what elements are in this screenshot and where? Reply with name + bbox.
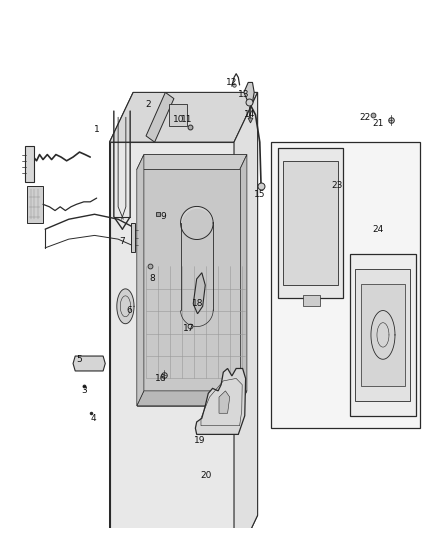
Polygon shape xyxy=(244,83,254,102)
Polygon shape xyxy=(195,368,246,434)
Polygon shape xyxy=(137,155,144,406)
Polygon shape xyxy=(360,284,405,386)
Text: 22: 22 xyxy=(359,113,371,122)
Text: 19: 19 xyxy=(194,436,205,445)
Polygon shape xyxy=(110,92,258,142)
Text: 18: 18 xyxy=(192,300,203,308)
FancyBboxPatch shape xyxy=(25,146,35,182)
Polygon shape xyxy=(193,273,205,314)
Polygon shape xyxy=(146,92,174,142)
Polygon shape xyxy=(110,92,133,533)
Polygon shape xyxy=(278,148,343,297)
Text: 9: 9 xyxy=(160,212,166,221)
Text: 15: 15 xyxy=(254,190,265,199)
Text: 7: 7 xyxy=(120,237,125,246)
Text: 3: 3 xyxy=(81,386,87,395)
Text: 24: 24 xyxy=(372,225,383,233)
Polygon shape xyxy=(356,269,410,401)
Polygon shape xyxy=(240,155,247,406)
Polygon shape xyxy=(271,142,420,428)
Text: 6: 6 xyxy=(126,305,132,314)
Text: 8: 8 xyxy=(150,274,155,284)
Polygon shape xyxy=(137,155,247,169)
Text: 16: 16 xyxy=(155,374,167,383)
Polygon shape xyxy=(283,161,338,285)
FancyBboxPatch shape xyxy=(169,103,187,126)
Text: 2: 2 xyxy=(145,100,151,109)
Text: 10: 10 xyxy=(173,115,184,124)
Text: 14: 14 xyxy=(244,110,256,119)
Text: 4: 4 xyxy=(91,414,96,423)
Text: 13: 13 xyxy=(238,91,250,99)
Polygon shape xyxy=(73,356,105,371)
Polygon shape xyxy=(350,254,416,416)
Polygon shape xyxy=(27,185,43,223)
Polygon shape xyxy=(234,92,258,533)
Text: 1: 1 xyxy=(94,125,99,134)
Text: 23: 23 xyxy=(332,181,343,190)
Polygon shape xyxy=(303,295,320,306)
Polygon shape xyxy=(117,289,134,324)
Polygon shape xyxy=(219,391,230,413)
Polygon shape xyxy=(110,142,234,533)
Text: 12: 12 xyxy=(226,78,237,87)
Polygon shape xyxy=(137,391,247,406)
Polygon shape xyxy=(137,169,240,406)
Polygon shape xyxy=(131,223,135,252)
Text: 5: 5 xyxy=(77,356,82,364)
Text: 21: 21 xyxy=(372,119,384,128)
Text: 11: 11 xyxy=(181,115,193,124)
Text: 20: 20 xyxy=(201,471,212,480)
Polygon shape xyxy=(110,515,258,533)
Text: 17: 17 xyxy=(183,324,195,333)
